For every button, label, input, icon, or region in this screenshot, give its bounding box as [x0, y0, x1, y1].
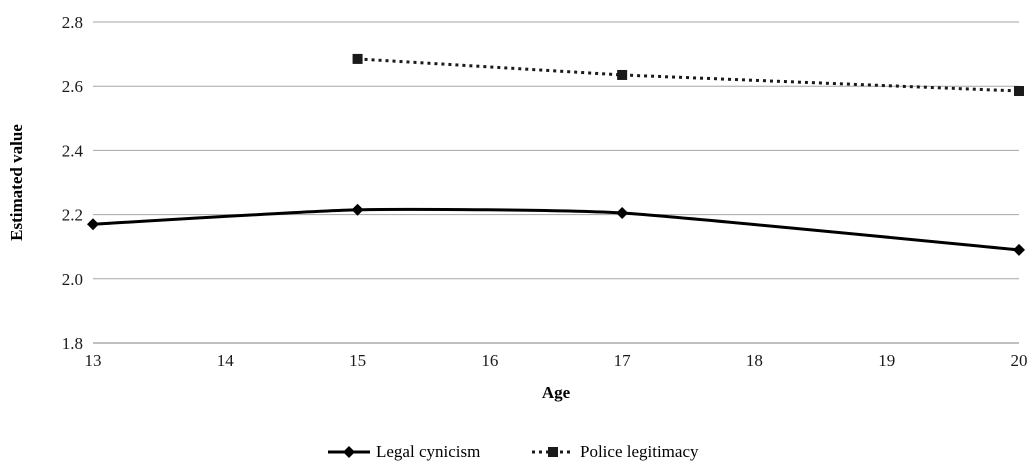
x-tick-label: 20: [1011, 351, 1028, 370]
square-marker: [548, 447, 558, 457]
series-line: [92, 207, 1020, 252]
x-tick-label: 17: [614, 351, 632, 370]
y-axis-title: Estimated value: [7, 124, 26, 241]
diamond-marker: [616, 206, 629, 219]
x-tick-labels: 13 14 15 16 17 18 19 20: [85, 351, 1028, 370]
diamond-marker: [351, 203, 364, 216]
y-tick-label: 2.2: [62, 206, 83, 225]
gridlines: [93, 21, 1019, 280]
x-tick-label: 19: [878, 351, 895, 370]
y-tick-label: 2.6: [62, 77, 83, 96]
square-marker: [352, 53, 363, 64]
x-tick-label: 15: [349, 351, 366, 370]
diamond-marker: [1013, 243, 1025, 256]
series-police-legitimacy: [352, 53, 1024, 97]
y-tick-labels: 1.8 2.0 2.2 2.4 2.6 2.8: [62, 13, 84, 353]
x-tick-label: 18: [746, 351, 763, 370]
square-marker: [617, 69, 628, 80]
y-tick-label: 2.4: [62, 141, 84, 160]
y-tick-label: 2.8: [62, 13, 83, 32]
x-axis-title: Age: [542, 383, 571, 402]
diamond-marker: [87, 218, 99, 231]
x-tick-label: 16: [481, 351, 498, 370]
square-marker: [1014, 86, 1024, 97]
diamond-marker: [343, 446, 355, 458]
legend: Legal cynicism Police legitimacy: [328, 442, 699, 461]
legend-label: Legal cynicism: [376, 442, 480, 461]
x-tick-label: 13: [85, 351, 102, 370]
y-tick-label: 1.8: [62, 334, 83, 353]
legend-label: Police legitimacy: [580, 442, 699, 461]
series-legal-cynicism: [87, 203, 1025, 256]
legend-item: Legal cynicism: [328, 442, 480, 461]
series: [87, 53, 1025, 256]
x-tick-label: 14: [217, 351, 235, 370]
y-tick-label: 2.0: [62, 270, 83, 289]
legend-item: Police legitimacy: [532, 442, 699, 461]
